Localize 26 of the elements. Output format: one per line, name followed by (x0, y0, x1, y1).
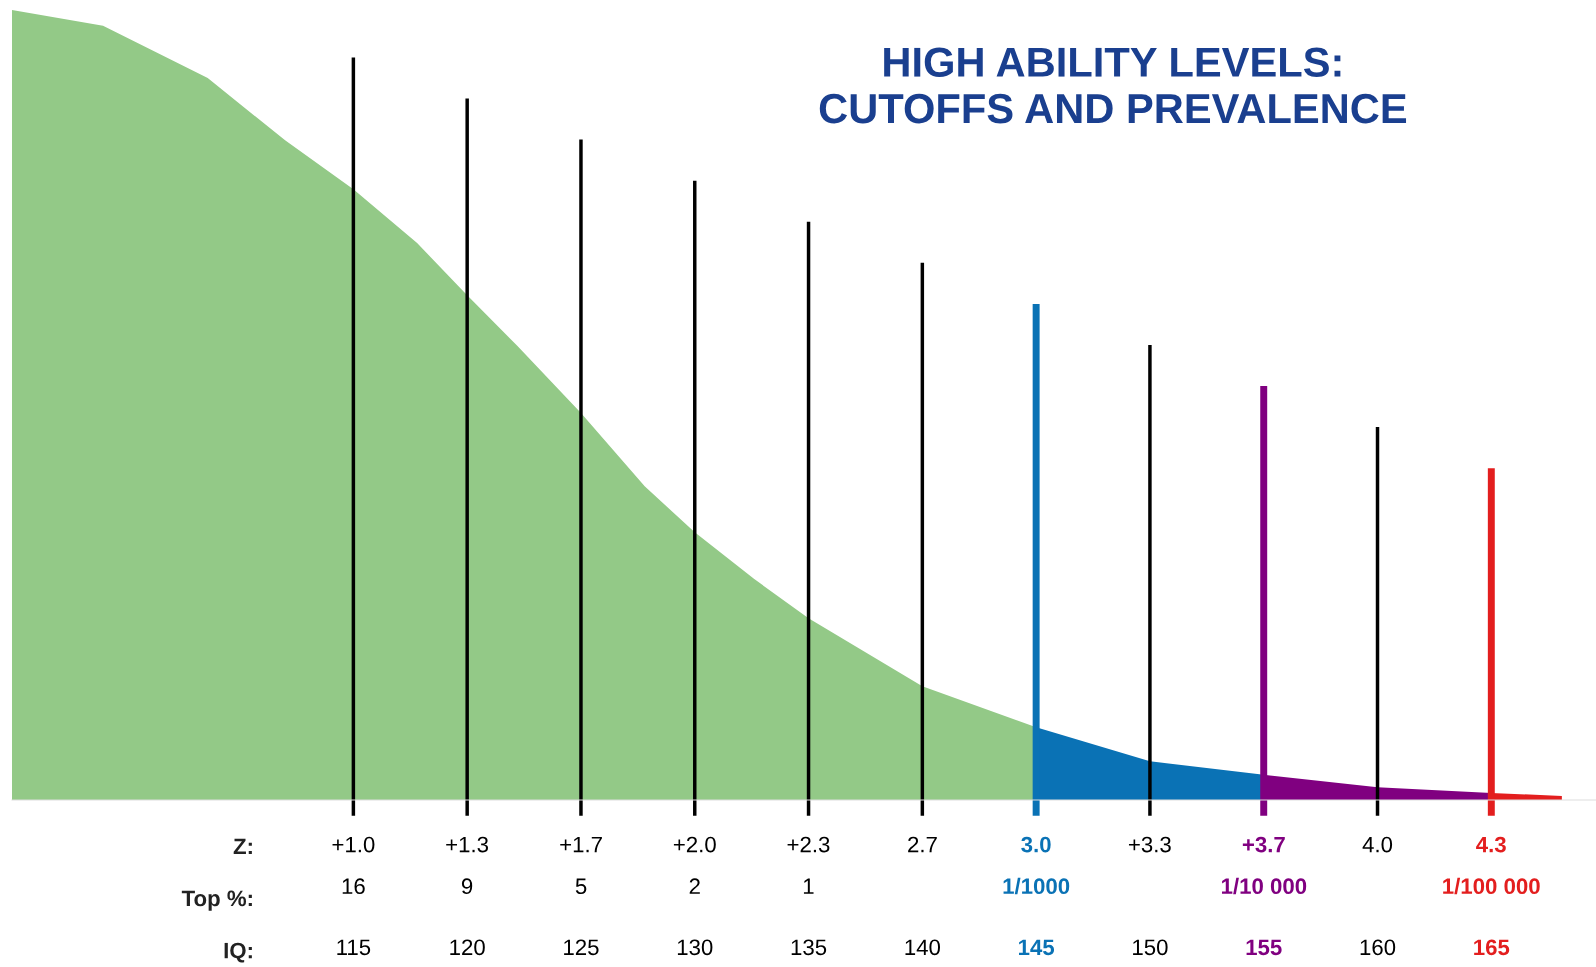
text: HIGH ABILITY LEVELS: CUTOFFS AND PREVALENCE (819, 47, 1407, 124)
x2-tick-label: +2.0 2 (673, 836, 716, 894)
x-tick-label: 120 (450, 939, 485, 956)
x2-tick-label: 4.0 (1362, 836, 1393, 853)
x-tick-label: 145 (1019, 939, 1055, 956)
x2-tick-label: 2.7 (908, 836, 937, 853)
x-tick-label: 135 (791, 939, 827, 956)
x-tick-label: 165 (1474, 939, 1510, 956)
x-tick-label: 130 (677, 939, 713, 956)
x-tick-label: 155 (1246, 939, 1282, 956)
x-tick-label: 125 (564, 939, 599, 956)
x2-tick-label: +2.3 1 (787, 836, 830, 894)
x-tick-label: 140 (905, 939, 941, 956)
x-tick-label: 150 (1133, 939, 1168, 956)
x-tick-label: 115 (337, 939, 371, 956)
x2-tick-label: 3.0 1/1000 (1003, 836, 1070, 895)
x2-tick-label: +1.7 5 (560, 836, 602, 895)
x-tick-label: 160 (1360, 939, 1396, 956)
x2-tick-label: +1.3 9 (446, 836, 489, 895)
x2-tick-label: +3.3 (1128, 836, 1171, 853)
x2-axis-title: Z: (233, 838, 252, 854)
x2-tick-label: 4.3 1/100 000 (1443, 836, 1540, 895)
x2-tick-label: +1.0 16 (332, 836, 375, 895)
text: Top %: (181, 890, 252, 911)
x2-tick-label: +3.7 1/10 000 (1221, 836, 1307, 895)
x-axis-title: IQ: (224, 942, 252, 963)
